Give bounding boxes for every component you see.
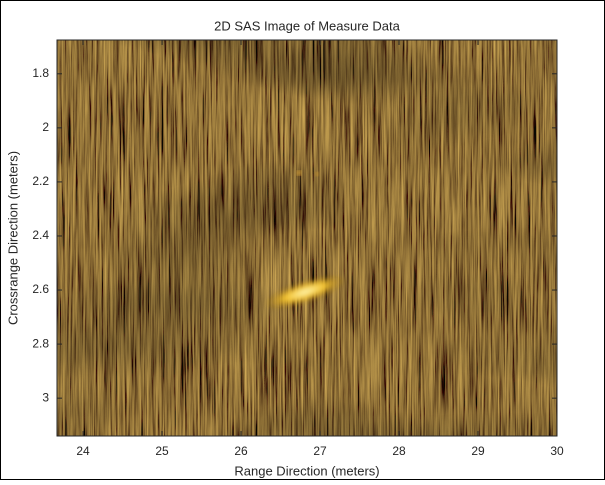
image-bands xyxy=(57,40,557,436)
y-tick-label: 2.4 xyxy=(32,228,49,242)
chart-title: 2D SAS Image of Measure Data xyxy=(214,18,400,33)
x-tick-label: 25 xyxy=(155,444,169,458)
speck xyxy=(315,172,319,176)
y-tick-label: 1.8 xyxy=(32,66,49,80)
y-tick-label: 2 xyxy=(42,120,49,134)
x-tick-label: 26 xyxy=(234,444,248,458)
x-tick-label: 30 xyxy=(550,444,564,458)
y-tick-label: 2.2 xyxy=(32,174,49,188)
page: {"chart_data": {"type": "image", "title"… xyxy=(0,0,605,480)
x-tick-label: 28 xyxy=(392,444,406,458)
y-axis-label: Crossrange Direction (meters) xyxy=(5,151,20,325)
y-tick-label: 2.6 xyxy=(32,282,49,296)
y-tick-label: 2.8 xyxy=(32,336,49,350)
chart: 2D SAS Image of Measure Data Range Direc… xyxy=(0,0,605,480)
x-tick-label: 27 xyxy=(313,444,327,458)
speck xyxy=(297,171,302,176)
y-tick-label: 3 xyxy=(42,390,49,404)
x-tick-label: 24 xyxy=(76,444,90,458)
sas-image xyxy=(57,40,557,436)
x-axis-label: Range Direction (meters) xyxy=(234,463,379,478)
x-tick-label: 29 xyxy=(471,444,485,458)
